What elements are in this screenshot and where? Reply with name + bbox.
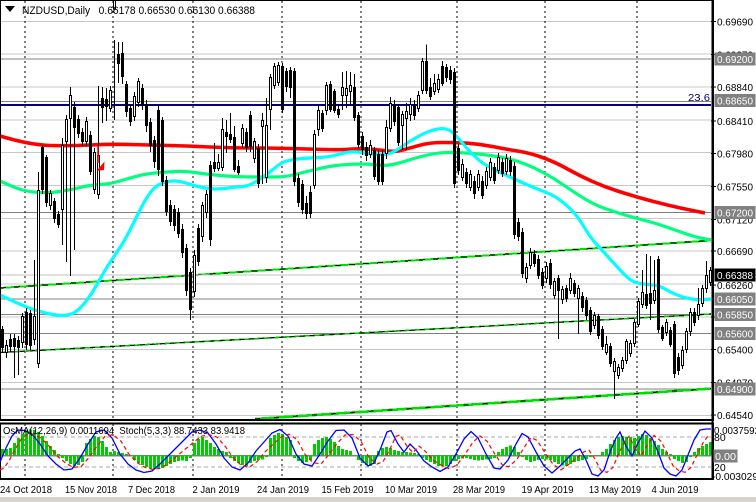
svg-text:0.67980: 0.67980 [717, 149, 753, 161]
svg-text:10 Mar 2019: 10 Mar 2019 [385, 485, 437, 496]
svg-text:-0.003029: -0.003029 [712, 471, 756, 483]
svg-text:24 Jan 2019: 24 Jan 2019 [257, 485, 309, 496]
svg-text:0.65600: 0.65600 [717, 329, 753, 341]
svg-text:0.66388: 0.66388 [717, 270, 753, 282]
svg-text:0.67550: 0.67550 [717, 182, 753, 194]
svg-text:OsMA(12,26,9) 0.0011694 Stoch: OsMA(12,26,9) 0.0011694 Stoch(5,3,3) 88.… [3, 425, 245, 437]
svg-text:0.67200: 0.67200 [717, 208, 753, 220]
svg-text:NZDUSD,Daily 0.66178 0.66530: NZDUSD,Daily 0.66178 0.66530 0.66130 0.6… [22, 5, 255, 17]
svg-text:19 Apr 2019: 19 Apr 2019 [522, 485, 574, 496]
svg-text:0.68650: 0.68650 [717, 95, 753, 107]
svg-text:80: 80 [714, 432, 726, 444]
svg-text:0.0037592: 0.0037592 [714, 425, 756, 437]
svg-text:28 Mar 2019: 28 Mar 2019 [453, 485, 505, 496]
svg-text:0.64540: 0.64540 [717, 410, 753, 422]
svg-text:7 Dec 2018: 7 Dec 2018 [128, 485, 175, 496]
svg-text:0.66260: 0.66260 [717, 280, 753, 292]
svg-text:0.66690: 0.66690 [717, 246, 753, 258]
svg-text:20: 20 [714, 462, 726, 474]
svg-text:15 Nov 2018: 15 Nov 2018 [65, 485, 117, 496]
svg-text:0.69690: 0.69690 [717, 16, 753, 28]
svg-text:0.66050: 0.66050 [717, 294, 753, 306]
svg-text:0.68840: 0.68840 [717, 82, 753, 94]
svg-text:24 Oct 2018: 24 Oct 2018 [0, 485, 52, 496]
svg-text:0.00: 0.00 [715, 451, 736, 463]
svg-text:23.6: 23.6 [688, 92, 710, 104]
svg-text:4 Jun 2019: 4 Jun 2019 [652, 485, 699, 496]
svg-text:2 Jan 2019: 2 Jan 2019 [193, 485, 240, 496]
svg-text:0.64900: 0.64900 [717, 384, 753, 396]
svg-text:0.69200: 0.69200 [717, 54, 753, 66]
svg-text:15 Feb 2019: 15 Feb 2019 [322, 485, 374, 496]
svg-text:0.65400: 0.65400 [717, 345, 753, 357]
svg-text:13 May 2019: 13 May 2019 [589, 485, 641, 496]
svg-text:0.68410: 0.68410 [717, 116, 753, 128]
svg-text:0.65850: 0.65850 [717, 310, 753, 322]
